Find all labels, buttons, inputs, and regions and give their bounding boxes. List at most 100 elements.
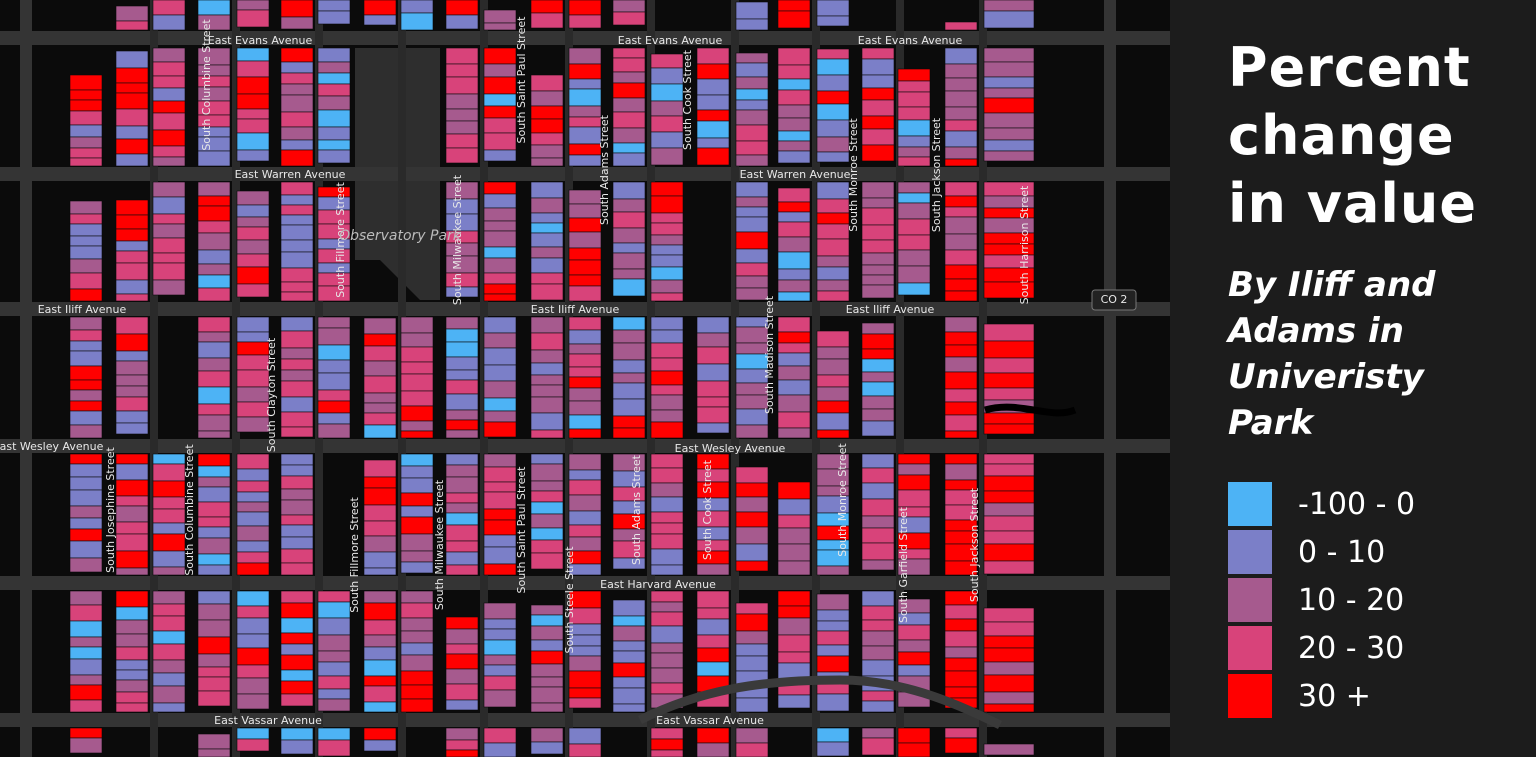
- parcel: [861, 645, 895, 661]
- parcel: [650, 421, 684, 439]
- parcel: [650, 195, 684, 214]
- parcel: [400, 465, 434, 479]
- parcel: [69, 147, 103, 159]
- parcel: [816, 593, 850, 611]
- parcel: [483, 675, 517, 691]
- parcel: [650, 727, 684, 740]
- parcel: [152, 630, 186, 645]
- avenue-label: East Warren Avenue: [740, 168, 851, 181]
- parcel: [861, 274, 895, 286]
- parcel: [400, 316, 434, 334]
- parcel: [612, 71, 646, 84]
- parcel: [777, 617, 811, 636]
- parcel: [897, 742, 931, 757]
- parcel: [735, 543, 769, 562]
- parcel: [568, 316, 602, 331]
- parcel: [568, 400, 602, 416]
- parcel: [69, 737, 103, 754]
- parcel: [612, 252, 646, 270]
- parcel: [280, 47, 314, 63]
- parcel: [650, 533, 684, 550]
- street-road: [812, 0, 820, 757]
- parcel: [983, 463, 1035, 477]
- parcel: [236, 216, 270, 228]
- parcel: [735, 643, 769, 657]
- avenue-road: [0, 167, 1170, 181]
- parcel: [197, 430, 231, 439]
- parcel: [530, 232, 564, 248]
- parcel: [280, 194, 314, 206]
- parcel: [568, 510, 602, 526]
- parcel: [735, 727, 769, 744]
- parcel: [735, 62, 769, 78]
- parcel: [983, 150, 1035, 162]
- parcel: [530, 663, 564, 678]
- parcel: [861, 381, 895, 397]
- parcel: [816, 119, 850, 138]
- parcel: [280, 0, 314, 18]
- parcel: [897, 146, 931, 158]
- parcel: [236, 605, 270, 619]
- parcel: [69, 74, 103, 91]
- parcel: [236, 540, 270, 553]
- parcel: [236, 664, 270, 679]
- street-label: South Fillmore Street: [348, 497, 361, 613]
- parcel: [317, 389, 351, 402]
- parcel: [445, 328, 479, 343]
- parcel: [944, 90, 978, 108]
- legend-item: 20 - 30: [1228, 624, 1415, 672]
- parcel: [568, 116, 602, 128]
- parcel: [69, 540, 103, 559]
- parcel: [861, 264, 895, 276]
- parcel: [197, 331, 231, 343]
- parcel: [115, 67, 149, 84]
- parcel: [115, 5, 149, 22]
- parcel: [944, 195, 978, 208]
- parcel: [280, 643, 314, 656]
- parcel: [197, 357, 231, 372]
- parcel: [983, 97, 1035, 114]
- parcel: [944, 216, 978, 235]
- parcel: [530, 453, 564, 465]
- parcel: [650, 682, 684, 695]
- parcel: [816, 266, 850, 281]
- parcel: [650, 53, 684, 69]
- parcel: [400, 516, 434, 535]
- parcel: [650, 625, 684, 644]
- parcel: [861, 58, 895, 76]
- parcel: [197, 181, 231, 197]
- parcel: [530, 412, 564, 431]
- parcel: [861, 482, 895, 500]
- parcel: [983, 621, 1035, 637]
- parcel: [612, 650, 646, 664]
- parcel: [530, 316, 564, 334]
- parcel: [69, 463, 103, 478]
- parcel: [152, 615, 186, 632]
- parcel: [568, 453, 602, 471]
- parcel: [280, 181, 314, 196]
- parcel: [445, 564, 479, 576]
- street-label: South Madison Street: [763, 295, 776, 414]
- parcel: [69, 379, 103, 391]
- parcel: [650, 147, 684, 166]
- parcel: [483, 272, 517, 285]
- parcel: [650, 384, 684, 396]
- parcel: [363, 619, 397, 636]
- parcel: [317, 344, 351, 361]
- parcel: [944, 371, 978, 390]
- parcel: [152, 196, 186, 215]
- parcel: [650, 292, 684, 302]
- parcel: [445, 668, 479, 685]
- parcel: [735, 140, 769, 156]
- parcel: [777, 514, 811, 529]
- parcel: [612, 82, 646, 99]
- parcel: [400, 602, 434, 619]
- parcel: [530, 527, 564, 541]
- parcel: [861, 181, 895, 199]
- legend-swatch: [1228, 578, 1272, 622]
- parcel: [612, 227, 646, 244]
- parcel: [280, 72, 314, 85]
- parcel: [816, 741, 850, 757]
- parcel: [897, 202, 931, 220]
- parcel: [530, 396, 564, 414]
